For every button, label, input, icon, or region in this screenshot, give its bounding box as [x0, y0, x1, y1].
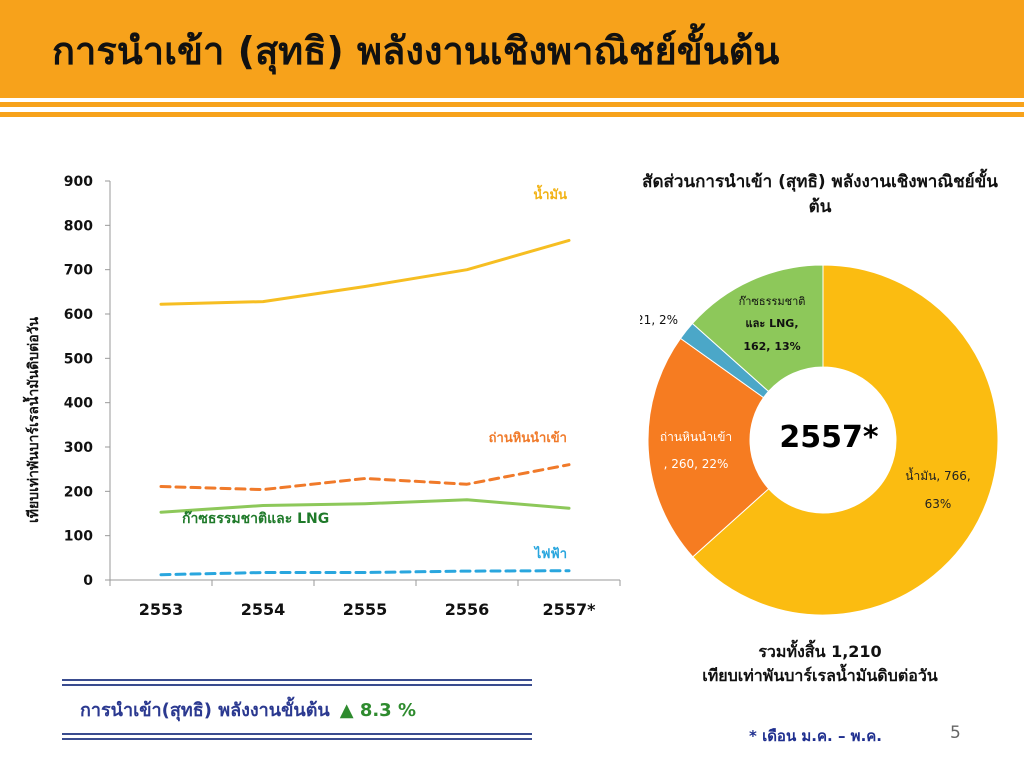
- series-label-coal: ถ่านหินนำเข้า: [489, 430, 567, 446]
- summary-rule-top: [62, 679, 532, 681]
- y-tick-label: 0: [83, 573, 93, 589]
- y-tick-label: 200: [64, 484, 93, 500]
- donut-slice-oil: [692, 264, 999, 616]
- slice-label-gas-line3: 162, 13%: [743, 340, 800, 353]
- slice-label-coal: ถ่านหินนำเข้า: [660, 430, 732, 444]
- donut-total: รวมทั้งสิ้น 1,210 เทียบเท่าพันบาร์เรลน้ำ…: [640, 640, 1000, 688]
- x-tick-label: 2554: [241, 600, 286, 619]
- slice-label-gas: ก๊าซธรรมชาติ: [739, 295, 806, 308]
- page-number: 5: [950, 723, 961, 743]
- donut-center-label: 2557*: [779, 420, 878, 455]
- series-label-electricity: ไฟฟ้า: [533, 545, 567, 562]
- summary-label: การนำเข้า(สุทธิ) พลังงานขั้นต้น: [80, 700, 330, 721]
- summary-rule-bottom-2: [62, 738, 532, 740]
- summary-text: การนำเข้า(สุทธิ) พลังงานขั้นต้น ▲ 8.3 %: [80, 695, 416, 724]
- series-label-gas: ก๊าซธรรมชาติและ LNG: [182, 510, 329, 527]
- slice-label-oil: น้ำมัน, 766,: [905, 467, 970, 483]
- y-tick-label: 800: [64, 218, 93, 234]
- x-tick-label: 2555: [343, 600, 388, 619]
- donut-slice-gas: [691, 264, 824, 393]
- y-tick-label: 600: [64, 307, 93, 323]
- x-tick-label: 2556: [445, 600, 490, 619]
- donut-chart-title: สัดส่วนการนำเข้า (สุทธิ) พลังงานเชิงพาณิ…: [642, 172, 998, 217]
- y-axis-label: เทียบเท่าพันบาร์เรลน้ำมันดิบต่อวัน: [22, 317, 42, 523]
- series-line-gas: [159, 498, 571, 514]
- summary-box: การนำเข้า(สุทธิ) พลังงานขั้นต้น ▲ 8.3 %: [62, 679, 532, 740]
- y-tick-label: 700: [64, 263, 93, 279]
- series-line-coal: [159, 463, 571, 492]
- slice-label-electricity: ไฟฟ้า, 21, 2%: [640, 313, 678, 327]
- donut-chart: 2557* น้ำมัน, 766, 63% ถ่านหินนำเข้า , 2…: [640, 264, 999, 616]
- slice-label-oil-line2: 63%: [925, 497, 952, 511]
- y-tick-label: 400: [64, 396, 93, 412]
- footnote: * เดือน ม.ค. – พ.ค.: [749, 727, 883, 745]
- series-label-oil: น้ำมัน: [533, 184, 567, 203]
- summary-rule-bottom: [62, 733, 532, 735]
- slide-title: การนำเข้า (สุทธิ) พลังงานเชิงพาณิชย์ขั้น…: [52, 29, 780, 73]
- donut-total-unit: เทียบเท่าพันบาร์เรลน้ำมันดิบต่อวัน: [702, 666, 938, 685]
- donut-slice-coal: [647, 337, 770, 558]
- series-line-oil: [159, 238, 571, 306]
- slice-label-gas-line2: และ LNG,: [746, 317, 799, 330]
- line-chart: 0 100 200 300 400 500 600 700 800 900 2553 2554 255…: [22, 174, 621, 619]
- y-tick-label: 300: [64, 440, 93, 456]
- x-tick-label: 2557*: [543, 600, 597, 619]
- y-tick-label: 900: [64, 174, 93, 190]
- summary-change: ▲ 8.3 %: [339, 700, 417, 721]
- slice-label-coal-line2: , 260, 22%: [664, 457, 729, 471]
- title-underline-secondary: [0, 112, 1024, 117]
- donut-total-value: รวมทั้งสิ้น 1,210: [758, 642, 882, 661]
- y-tick-label: 100: [64, 529, 93, 545]
- series-line-electricity: [159, 569, 571, 577]
- x-tick-label: 2553: [139, 600, 184, 619]
- title-underline: [0, 102, 1024, 107]
- summary-rule-top-2: [62, 684, 532, 686]
- title-bar: [0, 0, 1024, 98]
- y-tick-label: 500: [64, 351, 93, 367]
